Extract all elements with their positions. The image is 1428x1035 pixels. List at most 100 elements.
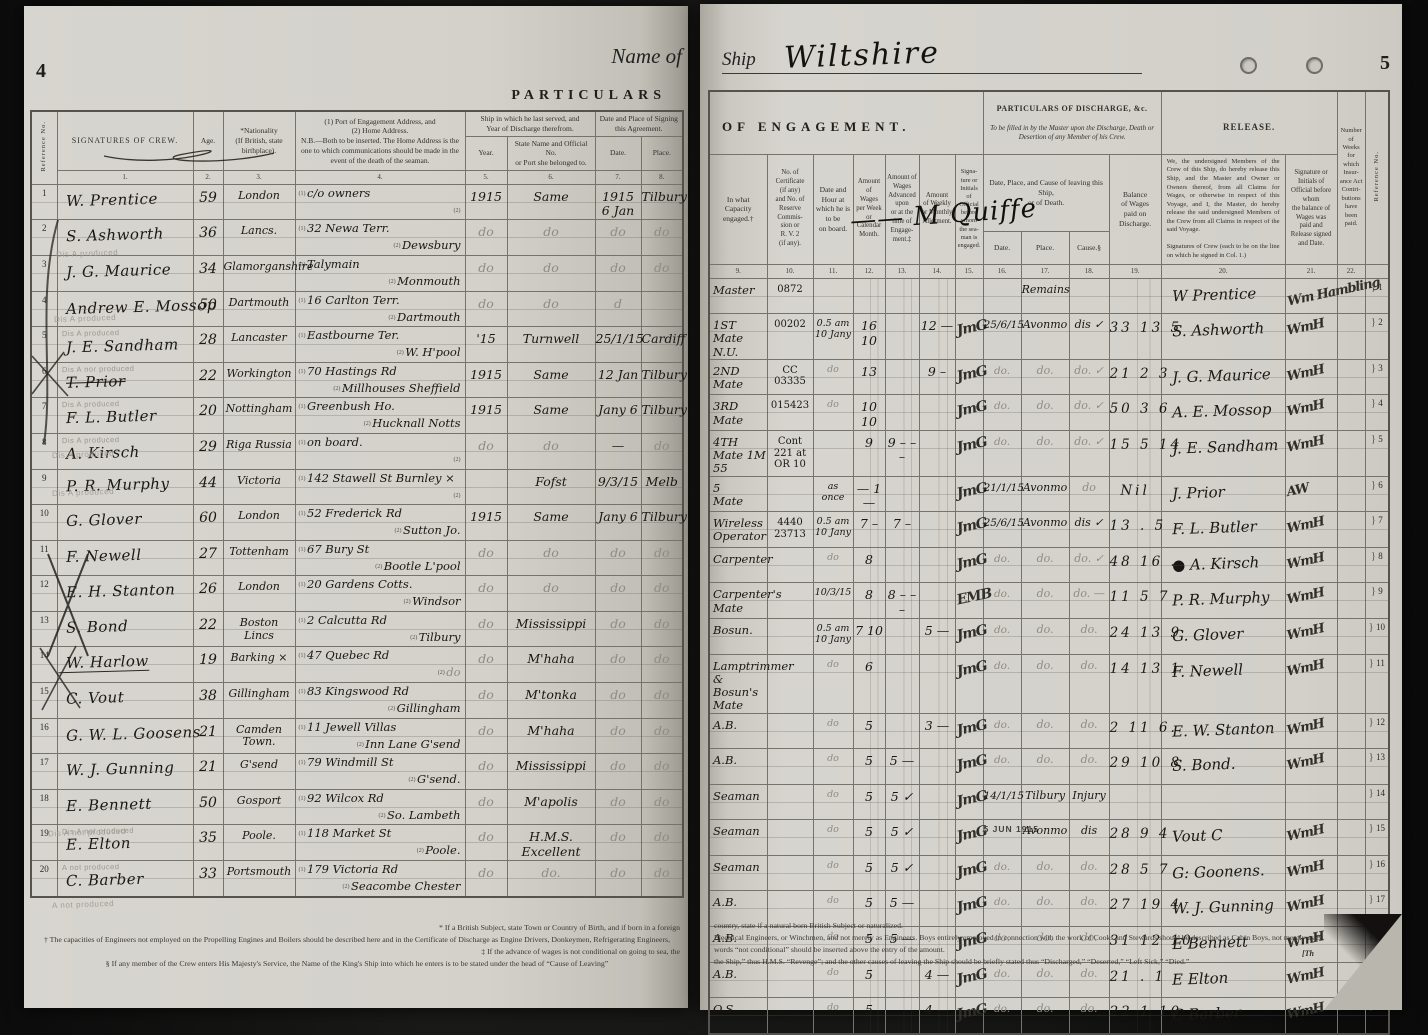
cell-balance: 50 3 6 xyxy=(1108,394,1168,432)
cell-wages: 5 xyxy=(852,997,886,1035)
cell-balance: 28 9 4 xyxy=(1108,819,1168,856)
cell-age: 50 xyxy=(192,788,224,826)
cell-address: TalymainMonmouth xyxy=(294,254,466,292)
cell-release-signature: F. Newell xyxy=(1160,653,1287,714)
cell-signature: J. G. Maurice xyxy=(56,254,194,292)
cell-allotment xyxy=(918,653,956,714)
col-header-allotment: Amount of Weekly or Monthly Allotment. xyxy=(918,153,956,265)
cell-nationality: London xyxy=(222,504,296,541)
cell-leave-date: 25/6/15 xyxy=(982,313,1024,360)
cell-ref-right: 16 xyxy=(1364,854,1390,892)
cell-leave-place: do. xyxy=(1020,961,1071,999)
cell-age: 21 xyxy=(192,717,224,755)
cell-board-time: 10/3/15 xyxy=(812,582,854,620)
cell-nationality: Riga Russia xyxy=(222,432,296,470)
cell-nationality: Camden Town. xyxy=(222,717,296,755)
cell-weeks xyxy=(1336,546,1367,584)
cell-ref: 20 xyxy=(30,860,58,898)
footnote: country, state if a natural born British… xyxy=(714,921,903,930)
cell-release-signature: S. Ashworth xyxy=(1160,313,1287,360)
cell-release-official: WmH xyxy=(1284,582,1339,620)
cell-board-time: do xyxy=(812,712,854,750)
cell-board-time: do xyxy=(812,546,854,584)
ship-name-line: Ship Wiltshire xyxy=(722,35,1142,76)
cell-certificate: 4440 23713 xyxy=(766,511,814,548)
cell-ref-right: 11 xyxy=(1364,653,1390,714)
col-num: 10. xyxy=(766,263,814,279)
cell-capacity: O.S. xyxy=(708,997,768,1035)
cell-last-ship-year: do xyxy=(464,646,508,684)
col-num xyxy=(1364,263,1390,279)
cell-address: 67 Bury StBootle L'pool xyxy=(294,539,466,577)
cell-signature: G. Glover xyxy=(56,504,194,541)
cell-allotment: 4 — xyxy=(918,961,956,999)
cell-leave-cause: do. xyxy=(1068,712,1111,750)
cell-last-ship-name: Mississippi xyxy=(506,753,597,790)
cell-last-ship-name: Same xyxy=(506,361,597,399)
cell-release-signature: S. Bond. xyxy=(1160,748,1287,785)
cell-wages: 5 xyxy=(852,890,886,928)
cell-ref: 18 xyxy=(30,788,58,826)
cell-ref-right: 6 xyxy=(1364,475,1390,513)
cell-leave-cause: Injury xyxy=(1068,783,1111,821)
cell-board-time: 0.5 am 10 Jany xyxy=(812,618,854,655)
particulars-table: Reference No. SIGNATURES OF CREW. Age. *… xyxy=(30,110,687,898)
cell-release-signature: J. Prior xyxy=(1160,475,1287,513)
cell-address: 70 Hastings RdMillhouses Sheffield xyxy=(294,361,466,399)
cell-release-official: WmH xyxy=(1284,430,1339,477)
cell-allotment xyxy=(918,546,956,584)
cell-signature: E. Bennett xyxy=(56,788,194,826)
cell-address: Greenbush Ho.Hucknall Notts xyxy=(294,397,466,434)
col-num: 13. xyxy=(884,263,920,279)
cell-release-official: WmH xyxy=(1284,313,1339,360)
cell-release-signature: F. L. Butler xyxy=(1160,511,1287,548)
cell-leave-date: do. xyxy=(982,748,1023,785)
cell-leave-place: do. xyxy=(1020,582,1071,620)
cell-official-signature: JmG xyxy=(954,819,988,856)
cell-ref-right: 9 xyxy=(1364,582,1390,620)
cell-sign-date: do xyxy=(594,753,643,790)
col-header-official: Signa- ture or Initials of Official befo… xyxy=(954,153,984,265)
col-num: 21. xyxy=(1284,263,1338,279)
cell-release-signature: A. E. Mossop xyxy=(1160,394,1287,432)
cell-release-signature: E. W. Stanton xyxy=(1160,712,1287,750)
cell-sign-place: do xyxy=(640,646,684,684)
cell-board-time: do xyxy=(812,358,854,396)
cell-board-time: as once xyxy=(812,475,854,513)
col-header-year: Year. xyxy=(464,135,508,171)
cell-address: 20 Gardens Cotts.Windsor xyxy=(294,575,466,612)
cell-signature: Andrew E. Mossop xyxy=(56,290,216,328)
cell-leave-cause: do. xyxy=(1068,653,1111,714)
cell-allotment xyxy=(918,582,956,620)
cell-release-signature xyxy=(1160,783,1287,821)
cell-sign-place: do xyxy=(640,432,684,470)
cell-sign-date: do xyxy=(594,254,643,292)
cell-weeks xyxy=(1336,618,1367,655)
cell-last-ship-year: do xyxy=(464,539,508,577)
col-header-address: (1) Port of Engagement Address, and (2) … xyxy=(294,110,466,171)
cell-advance xyxy=(884,394,920,432)
cell-weeks xyxy=(1336,653,1367,714)
cell-official-signature: JmG xyxy=(954,748,988,785)
col-num: 6. xyxy=(506,169,596,185)
footnote: § If any member of the Crew enters His M… xyxy=(105,959,609,969)
cell-ref: 17 xyxy=(30,753,58,790)
cell-board-time: do xyxy=(812,394,854,432)
cell-sign-date: do xyxy=(594,788,643,826)
cell-signature: W. Harlow xyxy=(56,646,194,684)
cell-leave-date: do. xyxy=(982,854,1023,892)
cell-leave-date: do. xyxy=(982,546,1023,584)
cell-advance: 5 — xyxy=(884,890,920,928)
cell-release-official xyxy=(1284,783,1339,821)
crew-row: 1W. Prentice59Londonc/o owners1915Same19… xyxy=(30,183,687,221)
crew-row-engagement: A.B. do 5 5 — JmG do. do. do. 31 12 10 E Bennett W… xyxy=(708,926,1390,963)
cell-nationality: Gosport xyxy=(222,788,296,826)
cell-wages: 5 xyxy=(852,961,886,999)
release-text: We, the undersigned Members of the Crew … xyxy=(1160,153,1286,265)
cell-leave-place: Avonmo xyxy=(1020,313,1071,360)
cell-weeks xyxy=(1336,582,1367,620)
cell-wages: — 1 — xyxy=(852,475,886,513)
cell-board-time: do xyxy=(812,653,854,714)
cell-allotment: 12 — xyxy=(918,313,956,360)
crew-row-engagement: A.B. do 5 5 — JmG do. do. do. 29 10 8 S. Bond. WmH… xyxy=(708,748,1390,785)
